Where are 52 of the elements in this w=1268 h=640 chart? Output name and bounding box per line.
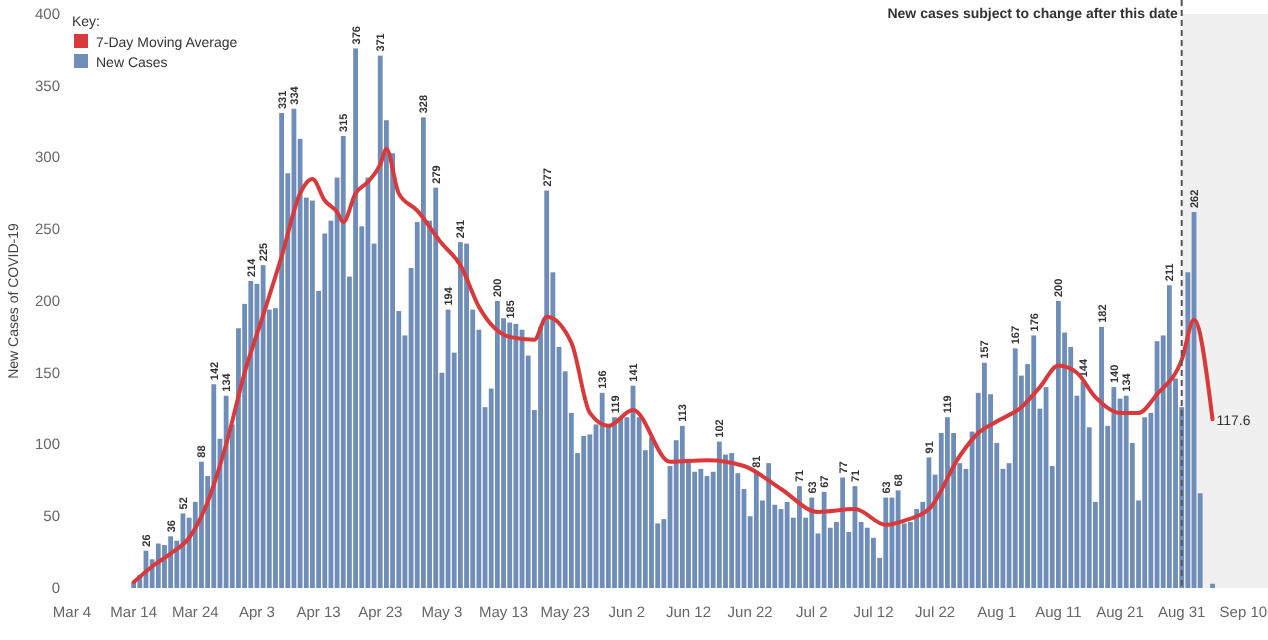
bar	[766, 463, 772, 588]
bar	[1142, 417, 1148, 588]
bar	[895, 490, 901, 588]
bar	[1031, 335, 1037, 588]
bar	[679, 425, 685, 588]
bar	[914, 509, 919, 588]
bar	[809, 497, 815, 588]
bar	[340, 135, 346, 588]
bar	[945, 417, 950, 588]
bar	[433, 187, 439, 588]
bar	[599, 392, 605, 588]
bar	[698, 468, 704, 588]
bar	[797, 486, 802, 588]
bar	[840, 477, 846, 588]
bar	[1055, 301, 1061, 588]
bar	[310, 200, 315, 588]
bar	[507, 322, 513, 588]
bar	[494, 301, 500, 588]
bar	[421, 117, 426, 588]
bar	[260, 265, 266, 588]
bar	[729, 453, 735, 588]
bar	[279, 113, 285, 588]
bar	[1166, 285, 1172, 588]
bar	[1099, 326, 1104, 588]
bar	[1012, 348, 1018, 588]
bar	[223, 395, 229, 588]
bar	[692, 471, 698, 588]
bar	[581, 435, 587, 588]
line-series	[131, 146, 1215, 585]
bar	[211, 384, 217, 588]
bar	[377, 55, 383, 588]
bar	[864, 527, 870, 588]
bar	[457, 242, 463, 588]
bar	[1123, 395, 1129, 588]
bar	[199, 461, 204, 588]
bar	[784, 501, 790, 588]
bar	[883, 497, 889, 588]
bar	[353, 48, 358, 588]
bar	[248, 280, 254, 588]
bar	[464, 243, 469, 588]
bar	[168, 536, 174, 588]
bar	[513, 323, 519, 588]
bar	[982, 362, 987, 588]
bar	[618, 417, 624, 588]
bar	[612, 417, 617, 588]
bar	[649, 437, 654, 588]
bar	[155, 543, 161, 588]
bar	[753, 471, 759, 588]
bar	[716, 441, 722, 588]
bar	[1111, 387, 1117, 588]
bar	[544, 190, 550, 588]
bar	[821, 491, 827, 588]
